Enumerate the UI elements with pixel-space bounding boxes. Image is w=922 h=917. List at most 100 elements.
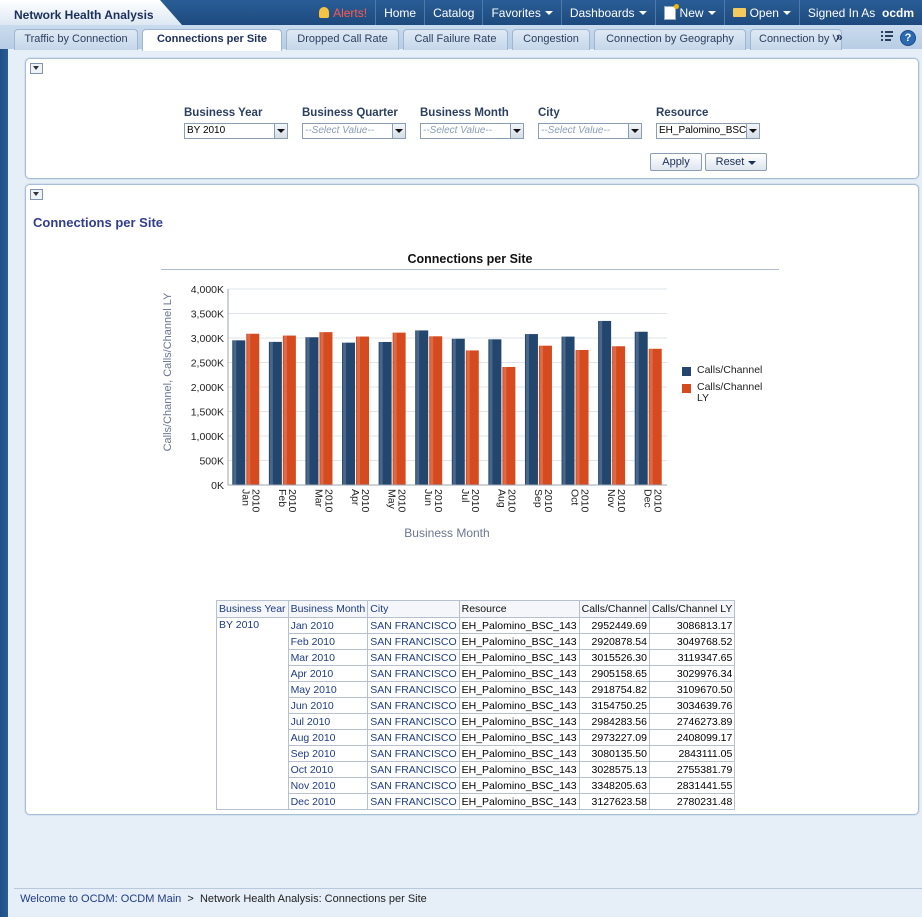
business-month-cell[interactable]: May 2010 — [287, 681, 369, 698]
legend-item[interactable]: Calls/Channel LY — [682, 382, 767, 404]
catalog-link[interactable]: Catalog — [424, 0, 482, 25]
legend-swatch — [682, 384, 691, 393]
city-cell[interactable]: SAN FRANCISCO — [367, 697, 460, 714]
business-month-cell[interactable]: Mar 2010 — [287, 649, 369, 666]
business-month-cell[interactable]: Jun 2010 — [287, 697, 369, 714]
city-cell[interactable]: SAN FRANCISCO — [367, 761, 460, 778]
new-menu[interactable]: New — [654, 0, 724, 25]
bar-calls-channel[interactable] — [561, 336, 575, 485]
bar-calls-channel[interactable] — [232, 340, 246, 485]
business-year-label: Business Year — [184, 107, 263, 119]
city-cell[interactable]: SAN FRANCISCO — [367, 633, 460, 650]
collapse-report-button[interactable] — [30, 189, 43, 200]
bar-calls-channel[interactable] — [598, 320, 612, 485]
y-tick-label: 2,500K — [191, 358, 224, 370]
chart-legend: Calls/Channel Calls/Channel LY — [682, 365, 767, 410]
calls-channel-cell: 2905158.65 — [578, 665, 651, 682]
tab-connection-by-v[interactable]: Connection by V — [750, 29, 842, 50]
city-cell[interactable]: SAN FRANCISCO — [367, 793, 460, 810]
calls-channel-ly-cell: 2746273.89 — [648, 713, 736, 730]
more-tabs-button[interactable]: » — [836, 30, 843, 44]
bar-calls-channel-ly[interactable] — [465, 350, 479, 485]
tab-call-failure-rate[interactable]: Call Failure Rate — [403, 29, 508, 50]
business-month-cell[interactable]: Feb 2010 — [287, 633, 369, 650]
business-quarter-label: Business Quarter — [302, 107, 398, 119]
bar-calls-channel-ly[interactable] — [429, 336, 443, 485]
collapse-prompts-button[interactable] — [30, 63, 43, 74]
bar-calls-channel[interactable] — [378, 341, 392, 485]
city-cell[interactable]: SAN FRANCISCO — [367, 617, 460, 634]
bar-calls-channel-ly[interactable] — [392, 332, 406, 485]
favorites-menu[interactable]: Favorites — [482, 0, 560, 25]
bar-calls-channel[interactable] — [268, 341, 282, 485]
chevron-down-icon — [628, 124, 641, 138]
city-cell[interactable]: SAN FRANCISCO — [367, 681, 460, 698]
bar-calls-channel[interactable] — [488, 339, 502, 485]
bar-highlight — [613, 346, 617, 485]
business-month-cell[interactable]: Oct 2010 — [287, 761, 369, 778]
tab-connection-by-geography[interactable]: Connection by Geography — [594, 29, 746, 50]
business-month-cell[interactable]: Jan 2010 — [287, 617, 369, 634]
city-cell[interactable]: SAN FRANCISCO — [367, 713, 460, 730]
business-year-cell[interactable]: BY 2010 — [216, 617, 289, 810]
bar-calls-channel-ly[interactable] — [538, 345, 552, 485]
alerts-link[interactable]: Alerts! — [311, 0, 375, 25]
breadcrumb-link[interactable]: Welcome to OCDM: OCDM Main — [20, 893, 182, 905]
business-month-cell[interactable]: Dec 2010 — [287, 793, 369, 810]
business-month-cell[interactable]: Aug 2010 — [287, 729, 369, 746]
bar-highlight — [283, 335, 287, 485]
column-header[interactable]: City — [367, 600, 460, 618]
business-month-select[interactable]: --Select Value-- — [420, 123, 524, 139]
calls-channel-cell: 2973227.09 — [578, 729, 651, 746]
dashboards-label: Dashboards — [569, 5, 635, 20]
help-icon[interactable]: ? — [900, 30, 916, 46]
page-options-icon[interactable] — [880, 29, 894, 43]
tab-connections-per-site[interactable]: Connections per Site — [142, 29, 282, 51]
legend-item[interactable]: Calls/Channel — [682, 365, 767, 376]
bar-calls-channel[interactable] — [342, 342, 356, 485]
calls-channel-cell: 2920878.54 — [578, 633, 651, 650]
bar-calls-channel-ly[interactable] — [282, 335, 296, 485]
city-cell[interactable]: SAN FRANCISCO — [367, 729, 460, 746]
business-year-select[interactable]: BY 2010 — [184, 123, 288, 139]
bar-calls-channel[interactable] — [415, 330, 429, 485]
tab-dropped-call-rate[interactable]: Dropped Call Rate — [286, 29, 399, 50]
bar-calls-channel-ly[interactable] — [502, 367, 516, 485]
bar-calls-channel[interactable] — [524, 334, 538, 485]
reset-button[interactable]: Reset — [705, 153, 767, 171]
bar-calls-channel-ly[interactable] — [612, 346, 626, 485]
city-cell[interactable]: SAN FRANCISCO — [367, 649, 460, 666]
city-cell[interactable]: SAN FRANCISCO — [367, 745, 460, 762]
business-month-cell[interactable]: Apr 2010 — [287, 665, 369, 682]
city-cell[interactable]: SAN FRANCISCO — [367, 665, 460, 682]
resource-select[interactable]: EH_Palomino_BSC — [656, 123, 760, 139]
column-header[interactable]: Business Month — [287, 600, 369, 618]
open-menu[interactable]: Open — [723, 0, 799, 25]
bar-calls-channel-ly[interactable] — [575, 349, 589, 485]
calls-channel-ly-cell: 3086813.17 — [648, 617, 736, 634]
bar-calls-channel-ly[interactable] — [356, 336, 370, 485]
home-link[interactable]: Home — [375, 0, 424, 25]
business-month-cell[interactable]: Nov 2010 — [287, 777, 369, 794]
bar-calls-channel[interactable] — [451, 338, 465, 485]
apply-button[interactable]: Apply — [650, 153, 702, 171]
business-month-cell[interactable]: Sep 2010 — [287, 745, 369, 762]
column-header[interactable]: Business Year — [216, 600, 289, 618]
city-cell[interactable]: SAN FRANCISCO — [367, 777, 460, 794]
table-row: Aug 2010 SAN FRANCISCO EH_Palomino_BSC_143… — [217, 729, 736, 746]
bar-calls-channel-ly[interactable] — [319, 332, 333, 485]
business-month-cell[interactable]: Jul 2010 — [287, 713, 369, 730]
bar-calls-channel[interactable] — [305, 337, 319, 485]
bar-calls-channel[interactable] — [634, 331, 648, 485]
chart-title-rule — [161, 269, 779, 270]
business-quarter-select[interactable]: --Select Value-- — [302, 123, 406, 139]
tab-traffic-by-connection[interactable]: Traffic by Connection — [14, 29, 138, 50]
bar-calls-channel-ly[interactable] — [648, 348, 662, 485]
bar-highlight — [452, 338, 456, 485]
bar-calls-channel-ly[interactable] — [246, 333, 260, 485]
dashboards-menu[interactable]: Dashboards — [560, 0, 655, 25]
table-row: Sep 2010 SAN FRANCISCO EH_Palomino_BSC_143… — [217, 745, 736, 762]
tab-congestion[interactable]: Congestion — [512, 29, 590, 50]
signed-in-menu[interactable]: Signed In As ocdm — [798, 0, 922, 25]
city-select[interactable]: --Select Value-- — [538, 123, 642, 139]
